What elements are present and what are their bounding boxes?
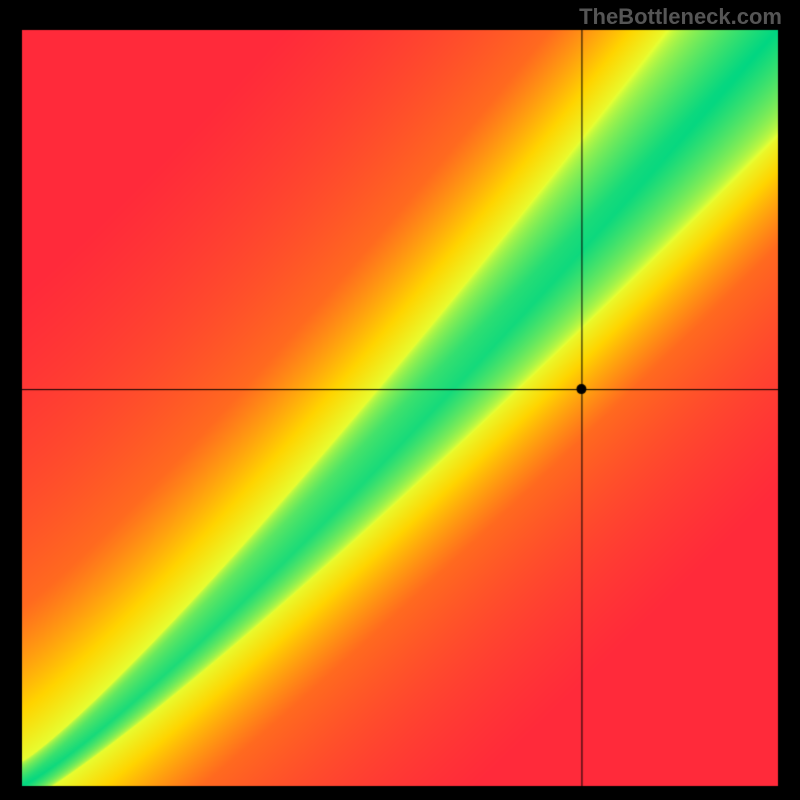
watermark-text: TheBottleneck.com [579,4,782,30]
chart-container: TheBottleneck.com [0,0,800,800]
bottleneck-heatmap-canvas [0,0,800,800]
